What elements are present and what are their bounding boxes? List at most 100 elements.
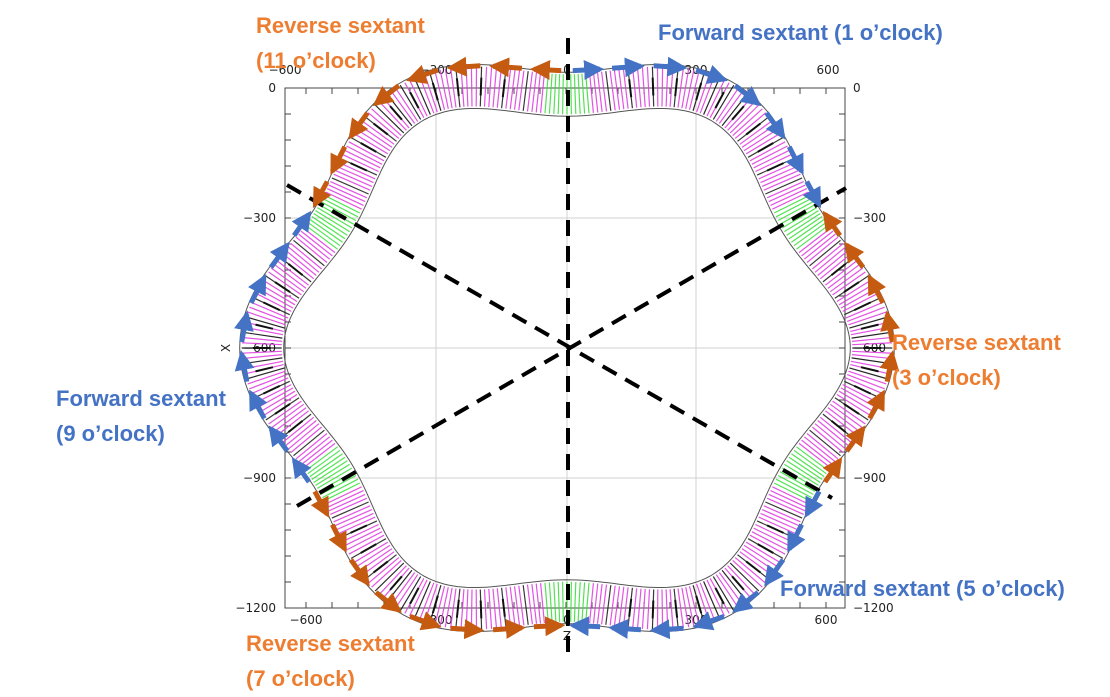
magnet-element	[661, 66, 664, 107]
magnet-element	[766, 497, 804, 515]
magnet-element	[535, 583, 542, 624]
magnet-element	[413, 581, 431, 619]
dipole-block	[350, 162, 368, 172]
magnet-element	[346, 531, 383, 551]
arrow-segment	[533, 616, 566, 637]
arrow-segment	[268, 425, 290, 453]
magnet-element	[791, 218, 825, 243]
dipole-block	[674, 78, 679, 97]
magnet-element	[803, 233, 836, 260]
arrow-segment	[348, 558, 370, 587]
magnet-element	[753, 149, 790, 169]
arrow-segment	[608, 618, 642, 639]
magnet-element	[311, 456, 346, 480]
label-forward-9-oclock-line2: (9 o’clock)	[56, 421, 165, 446]
arrow-segment	[572, 60, 605, 81]
magnet-element	[505, 68, 512, 109]
magnet-element	[573, 581, 577, 622]
dipole-block	[651, 600, 655, 619]
magnet-element	[734, 112, 767, 139]
magnet-element	[842, 292, 879, 312]
magnet-element	[246, 367, 285, 380]
arrow-segment	[879, 350, 900, 383]
arrow-segment	[764, 558, 786, 587]
magnet-element	[734, 557, 767, 584]
magnet-element	[295, 236, 328, 263]
magnet-element	[784, 210, 819, 233]
magnet-element	[313, 460, 348, 484]
dipole-block	[860, 323, 879, 330]
magnet-element	[703, 77, 721, 115]
magnet-element	[460, 589, 465, 630]
magnet-element	[763, 173, 801, 191]
magnet-element	[395, 87, 419, 122]
magnet-element	[765, 501, 803, 519]
magnet-element	[573, 74, 577, 115]
magnet-element	[374, 562, 405, 592]
magnet-element	[832, 271, 866, 296]
dipole-block	[350, 524, 368, 534]
arrow-segment	[866, 389, 886, 420]
magnet-element	[242, 336, 283, 342]
magnet-element	[311, 216, 346, 240]
magnet-element	[553, 582, 557, 623]
magnet-element	[749, 141, 786, 162]
magnet-element	[307, 449, 341, 475]
magnet-element	[749, 534, 786, 555]
magnet-element	[589, 583, 594, 624]
magnet-element	[526, 584, 533, 625]
arrow-segment	[822, 457, 843, 484]
magnet-element	[706, 579, 725, 617]
dipole-block	[695, 82, 703, 101]
magnet-element	[763, 505, 801, 523]
magnet-element	[811, 243, 844, 270]
arrow-segment	[450, 619, 485, 640]
magnet-element	[276, 260, 309, 286]
magnet-element	[522, 585, 529, 625]
magnet-element	[540, 583, 545, 624]
magnet-element	[262, 279, 298, 303]
magnet-element	[715, 87, 739, 122]
magnet-element	[522, 71, 529, 111]
magnet-element	[570, 74, 572, 115]
magnet-element	[496, 588, 502, 629]
magnet-element	[333, 173, 371, 191]
dipole-block	[274, 403, 291, 415]
dipole-block	[766, 162, 784, 172]
magnet-element	[548, 582, 553, 623]
magnet-element	[845, 301, 883, 319]
arrow-segment	[692, 611, 725, 631]
magnet-element	[320, 474, 357, 495]
magnet-element	[632, 588, 638, 629]
dipole-block	[757, 142, 774, 153]
magnet-element	[732, 559, 763, 588]
magnet-element	[646, 589, 651, 630]
magnet-element	[791, 453, 825, 478]
arrow-segment	[844, 425, 866, 453]
magnet-element	[681, 587, 690, 628]
magnet-element	[492, 588, 498, 629]
magnet-element	[788, 216, 823, 240]
magnet-element	[444, 68, 453, 109]
dipole-block	[830, 263, 847, 276]
magnet-element	[781, 207, 818, 229]
magnet-element	[262, 393, 298, 417]
dipole-block	[389, 575, 403, 591]
magnet-element	[814, 423, 847, 450]
dipole-block	[287, 263, 304, 276]
magnet-element	[488, 588, 493, 629]
magnet-element	[331, 177, 369, 195]
magnet-element	[827, 263, 861, 289]
arrow-reverse-11-oclock	[312, 56, 562, 209]
magnet-element	[772, 191, 809, 210]
dipole-block	[255, 366, 274, 373]
arrow-reverse-3-oclock	[822, 210, 900, 484]
label-reverse-3-oclock-line1: Reverse sextant	[892, 330, 1061, 355]
arrow-segment	[529, 60, 562, 81]
magnet-element	[777, 474, 814, 495]
dipole-block	[409, 587, 420, 605]
dipole-block	[455, 599, 460, 618]
magnet-element	[322, 478, 359, 499]
dipole-block	[695, 595, 703, 614]
label-reverse-3-oclock-line2: (3 o’clock)	[892, 365, 1001, 390]
